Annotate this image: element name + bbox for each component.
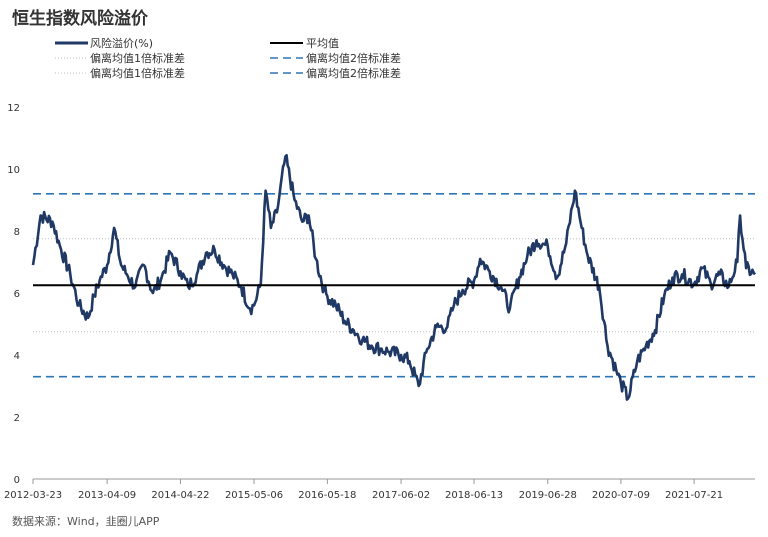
chart-title: 恒生指数风险溢价 bbox=[12, 9, 148, 29]
legend-label-minus1: 偏离均值1倍标准差 bbox=[90, 66, 185, 80]
x-tick-label: 2021-07-21 bbox=[665, 490, 723, 501]
x-tick-label: 2015-05-06 bbox=[225, 490, 283, 501]
legend-label-minus2: 偏离均值2倍标准差 bbox=[306, 66, 401, 80]
legend: 风险溢价(%) 偏离均值1倍标准差 偏离均值1倍标准差 平均值 偏离均值2倍标准… bbox=[55, 36, 401, 80]
series-group bbox=[31, 153, 757, 401]
legend-label-plus2: 偏离均值2倍标准差 bbox=[306, 51, 401, 65]
y-axis-ticks: 0 2 4 6 8 10 12 bbox=[7, 103, 20, 486]
y-tick-label: 10 bbox=[7, 165, 20, 176]
x-tick-label: 2012-03-23 bbox=[4, 490, 62, 501]
x-tick-label: 2017-06-02 bbox=[372, 490, 430, 501]
y-tick-label: 6 bbox=[14, 289, 20, 300]
x-tick-label: 2020-07-09 bbox=[592, 490, 650, 501]
y-tick-label: 0 bbox=[14, 475, 20, 486]
y-tick-label: 4 bbox=[14, 351, 20, 362]
x-tick-label: 2019-06-28 bbox=[519, 490, 577, 501]
y-tick-label: 12 bbox=[7, 103, 20, 114]
y-tick-label: 8 bbox=[14, 227, 20, 238]
data-source-note: 数据来源：Wind，韭圈儿APP bbox=[12, 515, 160, 528]
legend-label-mean: 平均值 bbox=[306, 37, 339, 50]
series-line-risk-premium bbox=[31, 153, 757, 401]
x-tick-label: 2016-05-18 bbox=[298, 490, 356, 501]
x-tick-label: 2013-04-09 bbox=[78, 490, 136, 501]
reference-lines bbox=[33, 193, 755, 378]
x-axis-ticks: 2012-03-23 2013-04-09 2014-04-22 2015-05-06… bbox=[4, 479, 723, 501]
y-tick-label: 2 bbox=[14, 413, 20, 424]
x-tick-label: 2014-04-22 bbox=[151, 490, 209, 501]
x-tick-label: 2018-06-13 bbox=[445, 490, 503, 501]
legend-label-plus1: 偏离均值1倍标准差 bbox=[90, 51, 185, 65]
legend-label-risk: 风险溢价(%) bbox=[90, 36, 153, 50]
